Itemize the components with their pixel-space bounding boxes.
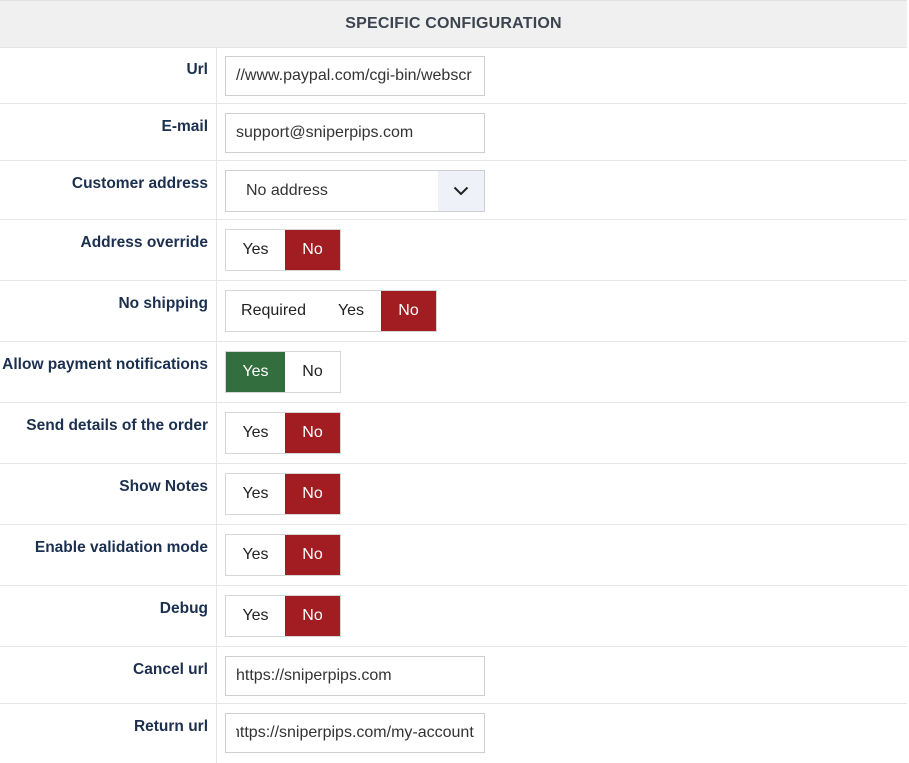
- customer-address-value: No address: [246, 182, 328, 199]
- allow-payment-notifications-label: Allow payment notifications: [2, 356, 208, 373]
- send-details-no[interactable]: No: [285, 413, 340, 453]
- show-notes-label: Show Notes: [119, 478, 208, 495]
- row-allow-payment-notifications: Allow payment notifications Yes No: [0, 342, 907, 403]
- cancel-url-input[interactable]: [225, 656, 485, 696]
- column-divider: [216, 47, 217, 763]
- validation-mode-yes[interactable]: Yes: [242, 546, 269, 563]
- send-details-yes[interactable]: Yes: [242, 424, 269, 441]
- row-send-details: Send details of the order Yes No: [0, 403, 907, 464]
- return-url-label: Return url: [133, 718, 208, 735]
- show-notes-yes[interactable]: Yes: [242, 485, 269, 502]
- debug-no[interactable]: No: [285, 596, 340, 636]
- customer-address-label: Customer address: [71, 175, 208, 192]
- no-shipping-no[interactable]: No: [381, 291, 436, 331]
- row-return-url: Return url: [0, 704, 907, 763]
- no-shipping-label: No shipping: [118, 295, 208, 312]
- allow-payment-notifications-toggle: Yes No: [225, 351, 341, 393]
- row-url: Url: [0, 47, 907, 104]
- row-show-notes: Show Notes Yes No: [0, 464, 907, 525]
- address-override-label: Address override: [80, 234, 209, 251]
- row-validation-mode: Enable validation mode Yes No: [0, 525, 907, 586]
- debug-label: Debug: [159, 600, 208, 617]
- row-address-override: Address override Yes No: [0, 220, 907, 281]
- email-label: E-mail: [161, 118, 208, 135]
- section-header: SPECIFIC CONFIGURATION: [0, 0, 907, 48]
- no-shipping-required[interactable]: Required: [241, 302, 306, 319]
- show-notes-toggle: Yes No: [225, 473, 341, 515]
- validation-mode-no[interactable]: No: [285, 535, 340, 575]
- debug-yes[interactable]: Yes: [242, 607, 269, 624]
- allow-payment-notifications-no[interactable]: No: [302, 363, 323, 380]
- url-label: Url: [186, 61, 208, 78]
- no-shipping-yes[interactable]: Yes: [337, 302, 365, 319]
- chevron-down-icon[interactable]: [438, 171, 484, 211]
- row-customer-address: Customer address No address: [0, 161, 907, 220]
- row-email: E-mail: [0, 104, 907, 161]
- address-override-yes[interactable]: Yes: [242, 241, 269, 258]
- validation-mode-label: Enable validation mode: [34, 539, 208, 556]
- send-details-label: Send details of the order: [26, 417, 208, 434]
- return-url-input[interactable]: [225, 713, 485, 753]
- validation-mode-toggle: Yes No: [225, 534, 341, 576]
- row-cancel-url: Cancel url: [0, 647, 907, 704]
- customer-address-select[interactable]: No address: [225, 170, 485, 212]
- section-title: SPECIFIC CONFIGURATION: [345, 15, 562, 32]
- url-input[interactable]: [225, 56, 485, 96]
- address-override-no[interactable]: No: [285, 230, 340, 270]
- row-debug: Debug Yes No: [0, 586, 907, 647]
- show-notes-no[interactable]: No: [285, 474, 340, 514]
- row-no-shipping: No shipping Required Yes No: [0, 281, 907, 342]
- cancel-url-label: Cancel url: [133, 661, 208, 678]
- email-input[interactable]: [225, 113, 485, 153]
- allow-payment-notifications-yes[interactable]: Yes: [226, 352, 285, 392]
- no-shipping-toggle: Required Yes No: [225, 290, 437, 332]
- address-override-toggle: Yes No: [225, 229, 341, 271]
- debug-toggle: Yes No: [225, 595, 341, 637]
- send-details-toggle: Yes No: [225, 412, 341, 454]
